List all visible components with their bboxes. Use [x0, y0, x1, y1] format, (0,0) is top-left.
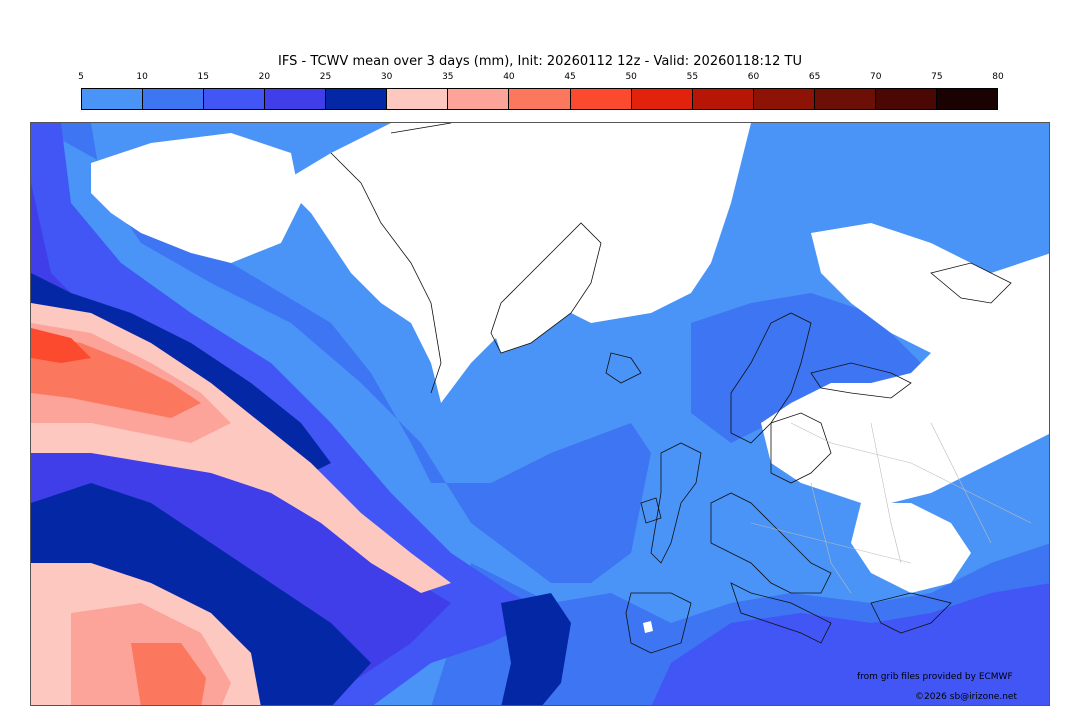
coastlines: [330, 123, 1012, 654]
colorbar-segment-7: [509, 89, 571, 109]
map-panel[interactable]: [30, 122, 1050, 706]
colorbar-segment-2: [204, 89, 266, 109]
colorbar-segment-10: [692, 89, 754, 109]
chart-title: IFS - TCWV mean over 3 days (mm), Init: …: [278, 54, 802, 69]
colorbar-tick-label: 10: [136, 72, 148, 82]
colorbar-tick-label: 45: [564, 72, 576, 82]
eastern-europe-white: [851, 503, 971, 593]
tcwv-band-15-20-med: [651, 583, 1049, 705]
colorbar-segment-9: [631, 89, 693, 109]
colorbar-tick-label: 15: [197, 72, 209, 82]
tcwv-band-40-45-south: [131, 643, 206, 705]
iberia-small-white: [643, 621, 653, 633]
colorbar-tick-labels: 5 10 15 20 25 30 35 40 45 50 55 60 65 70 75 80: [78, 72, 1004, 86]
colorbar-tick-label: 70: [869, 72, 882, 82]
tcwv-band-25-30-b: [31, 483, 371, 705]
colorbar-segment-14: [936, 89, 997, 109]
colorbar-tick-label: 20: [258, 72, 271, 82]
colorbar-segment-5: [387, 89, 449, 109]
source-credit: from grib files provided by ECMWF: [857, 672, 1013, 682]
colorbar-segment-8: [570, 89, 632, 109]
colorbar-segment-4: [326, 89, 388, 109]
arctic-canada-ice: [91, 133, 301, 263]
colorbar-tick-label: 40: [503, 72, 515, 82]
colorbar-tick-label: 60: [747, 72, 760, 82]
tcwv-map: [31, 123, 1049, 705]
colorbar-tick-label: 80: [992, 72, 1004, 82]
colorbar-tick-label: 35: [442, 72, 454, 82]
colorbar-tick-label: 55: [686, 72, 699, 82]
colorbar-segment-6: [448, 89, 510, 109]
copyright-credit: ©2026 sb@irizone.net: [915, 692, 1017, 702]
colorbar-tick-label: 25: [319, 72, 332, 82]
country-borders: [750, 422, 1032, 594]
greenland-ice: [281, 123, 751, 403]
colorbar-tick-label: 75: [931, 72, 943, 82]
colorbar-segment-11: [753, 89, 815, 109]
colorbar-segment-3: [265, 89, 327, 109]
colorbar-tick-label: 30: [380, 72, 393, 82]
colorbar-segment-1: [143, 89, 205, 109]
tcwv-band-45-50: [31, 328, 91, 363]
colorbar-segment-12: [814, 89, 876, 109]
colorbar-legend: [81, 88, 998, 110]
tcwv-band-25-30-c: [501, 593, 571, 705]
greenland-south: [491, 233, 591, 353]
colorbar-segment-13: [875, 89, 937, 109]
colorbar-tick-label: 5: [78, 72, 84, 82]
colorbar-segment-0: [82, 89, 144, 109]
colorbar-tick-label: 65: [808, 72, 821, 82]
colorbar-tick-label: 50: [625, 72, 637, 82]
russia-scandinavia-white: [761, 223, 1049, 503]
